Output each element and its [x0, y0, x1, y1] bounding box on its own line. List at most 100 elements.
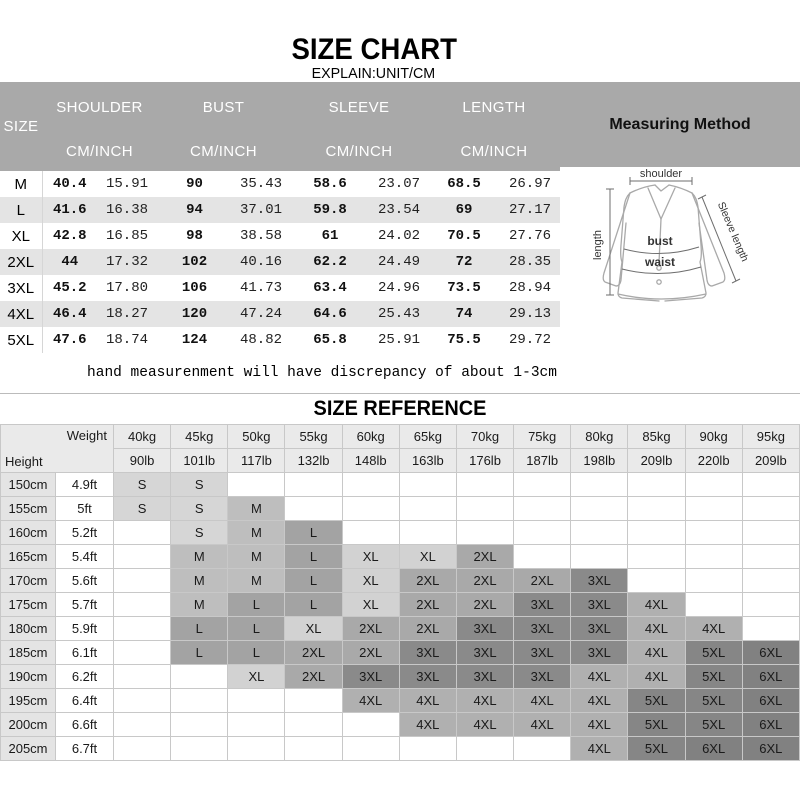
empty-cell	[112, 592, 172, 617]
empty-cell	[513, 496, 572, 521]
size-cell: M	[227, 568, 286, 593]
measurement-value: 18.27	[105, 306, 148, 322]
measurement-value: 94	[186, 202, 203, 218]
height-ft-label: 6.6ft	[55, 712, 114, 737]
size-label: 4XL	[0, 301, 43, 327]
weight-kg-header: 90kg	[684, 424, 743, 449]
empty-cell	[112, 640, 172, 665]
measurement-value: 106	[181, 280, 208, 296]
empty-cell	[741, 568, 800, 593]
size-cell: 5XL	[684, 688, 743, 713]
measurement-value: 23.54	[378, 202, 421, 218]
weight-kg-header: 60kg	[341, 424, 400, 449]
empty-cell	[684, 472, 743, 497]
empty-cell	[341, 736, 400, 761]
size-cell: 5XL	[684, 640, 743, 665]
size-reference-title: SIZE REFERENCE	[313, 397, 487, 420]
empty-cell	[570, 496, 629, 521]
size-cell: 3XL	[398, 664, 457, 689]
size-cell: 4XL	[513, 688, 572, 713]
weight-lb-header: 163lb	[398, 448, 457, 473]
size-chart-row: 4XL 46.4 18.27 120 47.24 64.6 25.43 74 29.13	[0, 301, 561, 327]
size-cell: 4XL	[513, 712, 572, 737]
empty-cell	[455, 736, 515, 761]
weight-lb-header: 220lb	[684, 448, 743, 473]
weight-kg-header: 45kg	[170, 424, 229, 449]
size-chart-row: L 41.6 16.38 94 37.01 59.8 23.54 69 27.17	[0, 197, 561, 223]
size-cell: 2XL	[455, 568, 515, 593]
column-header-sleeve: SLEEVE	[290, 82, 429, 132]
empty-cell	[455, 496, 515, 521]
jacket-illustration: shoulder length bust waist Sleeve length	[592, 168, 751, 302]
page-title: SIZE CHART	[291, 33, 458, 66]
measurement-value: 61	[321, 228, 339, 244]
size-label: 5XL	[0, 327, 43, 353]
empty-cell	[170, 664, 229, 689]
empty-cell	[570, 544, 629, 569]
empty-cell	[741, 544, 800, 569]
weight-axis-label: Weight	[66, 428, 107, 443]
size-cell: L	[284, 544, 343, 569]
measurement-value: 24.02	[378, 228, 421, 244]
empty-cell	[684, 544, 743, 569]
reference-row: 165cm 5.4ft M M L XL XL 2XL	[0, 544, 800, 569]
weight-kg-header: 50kg	[227, 424, 286, 449]
size-cell: 4XL	[455, 688, 515, 713]
weight-lb-header: 148lb	[341, 448, 400, 473]
measurement-value: 102	[181, 254, 208, 270]
empty-cell	[341, 712, 400, 737]
height-ft-label: 5.6ft	[55, 568, 114, 593]
measurement-value: 47.6	[52, 332, 87, 348]
height-ft-label: 6.4ft	[55, 688, 114, 713]
empty-cell	[170, 736, 229, 761]
size-cell: XL	[341, 568, 400, 593]
height-label: 185cm	[0, 640, 56, 665]
unit-header: CM/INCH	[157, 132, 291, 171]
measurement-value: 90	[186, 176, 203, 192]
column-header-shoulder: SHOULDER	[42, 82, 157, 132]
size-cell: 5XL	[627, 736, 686, 761]
size-cell: 4XL	[627, 640, 686, 665]
size-cell: 4XL	[570, 664, 629, 689]
size-cell: 4XL	[570, 688, 629, 713]
measuring-method-title: Measuring Method	[560, 82, 800, 167]
weight-kg-header: 65kg	[398, 424, 457, 449]
reference-row: 205cm 6.7ft 4XL 5XL 6XL 6XL	[0, 736, 800, 761]
measurement-value: 124	[181, 332, 208, 348]
empty-cell	[627, 472, 686, 497]
unit-header: CM/INCH	[428, 132, 561, 171]
size-cell: 5XL	[627, 688, 686, 713]
weight-lb-row: 90lb 101lb 117lb 132lb 148lb 163lb 176lb 187lb 1…	[1, 448, 800, 473]
empty-cell	[741, 472, 800, 497]
empty-cell	[741, 616, 800, 641]
measurement-value: 65.8	[313, 332, 347, 348]
measuring-method-column: Measuring Method	[560, 82, 800, 393]
weight-lb-header: 187lb	[513, 448, 572, 473]
size-cell: 6XL	[741, 640, 800, 665]
size-cell: L	[170, 616, 229, 641]
empty-cell	[570, 520, 629, 545]
size-cell: L	[227, 616, 286, 641]
measurement-value: 17.80	[105, 280, 148, 296]
height-ft-label: 4.9ft	[55, 472, 114, 497]
unit-header: CM/INCH	[42, 132, 157, 171]
size-cell: 3XL	[570, 640, 629, 665]
height-ft-label: 5.2ft	[55, 520, 114, 545]
measurement-value: 68.5	[447, 176, 481, 192]
size-cell: XL	[341, 592, 400, 617]
empty-cell	[513, 736, 572, 761]
weight-lb-header: 209lb	[627, 448, 686, 473]
measurement-value: 62.2	[313, 254, 347, 270]
size-cell: M	[227, 544, 286, 569]
size-cell: L	[227, 640, 286, 665]
height-label: 155cm	[0, 496, 56, 521]
height-ft-label: 6.1ft	[55, 640, 114, 665]
size-cell: 2XL	[455, 592, 515, 617]
height-ft-label: 6.7ft	[55, 736, 114, 761]
bust-label: bust	[647, 234, 672, 248]
measurement-value: 27.17	[509, 202, 552, 218]
size-cell: 4XL	[570, 736, 629, 761]
reference-row: 190cm 6.2ft XL 2XL 3XL 3XL 3XL 3XL 4XL 4XL 5XL 6XL	[0, 664, 800, 689]
height-label: 195cm	[0, 688, 56, 713]
size-cell: XL	[284, 616, 343, 641]
